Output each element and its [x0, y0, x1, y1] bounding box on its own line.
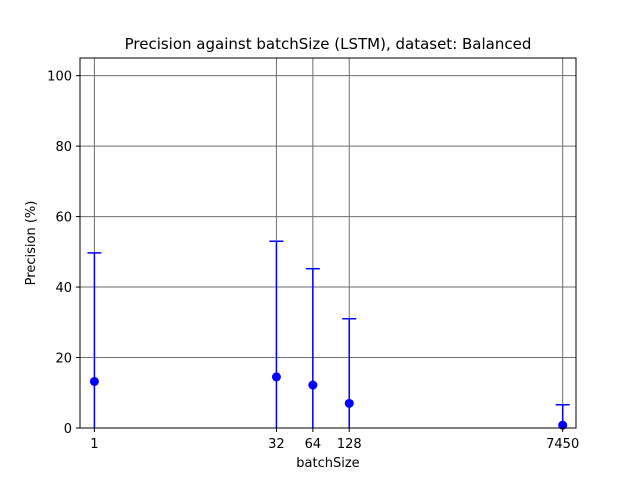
y-tick-label: 100 [47, 70, 72, 85]
y-tick-label: 40 [55, 281, 72, 296]
y-tick-label: 20 [55, 352, 72, 367]
y-tick-label: 60 [55, 211, 72, 226]
chart-title: Precision against batchSize (LSTM), data… [125, 35, 532, 53]
y-ticks: 0 20 40 60 80 100 [47, 70, 80, 437]
y-axis-label: Precision (%) [24, 201, 39, 286]
x-tick-label: 64 [305, 437, 322, 452]
x-tick-label: 1 [90, 437, 98, 452]
data-point [271, 372, 281, 382]
data-point [344, 398, 354, 408]
x-tick-label: 32 [268, 437, 285, 452]
data-point [89, 376, 99, 386]
data-layer [87, 240, 570, 430]
data-point [308, 380, 318, 390]
x-axis-label: batchSize [296, 456, 359, 471]
x-tick-label: 7450 [546, 437, 579, 452]
data-point [558, 420, 568, 430]
x-ticks: 1 32 64 128 7450 [90, 428, 579, 452]
y-tick-label: 80 [55, 140, 72, 155]
grid-layer [80, 58, 576, 429]
x-tick-label: 128 [337, 437, 362, 452]
y-tick-label: 0 [64, 422, 72, 437]
plot-frame [79, 57, 577, 429]
